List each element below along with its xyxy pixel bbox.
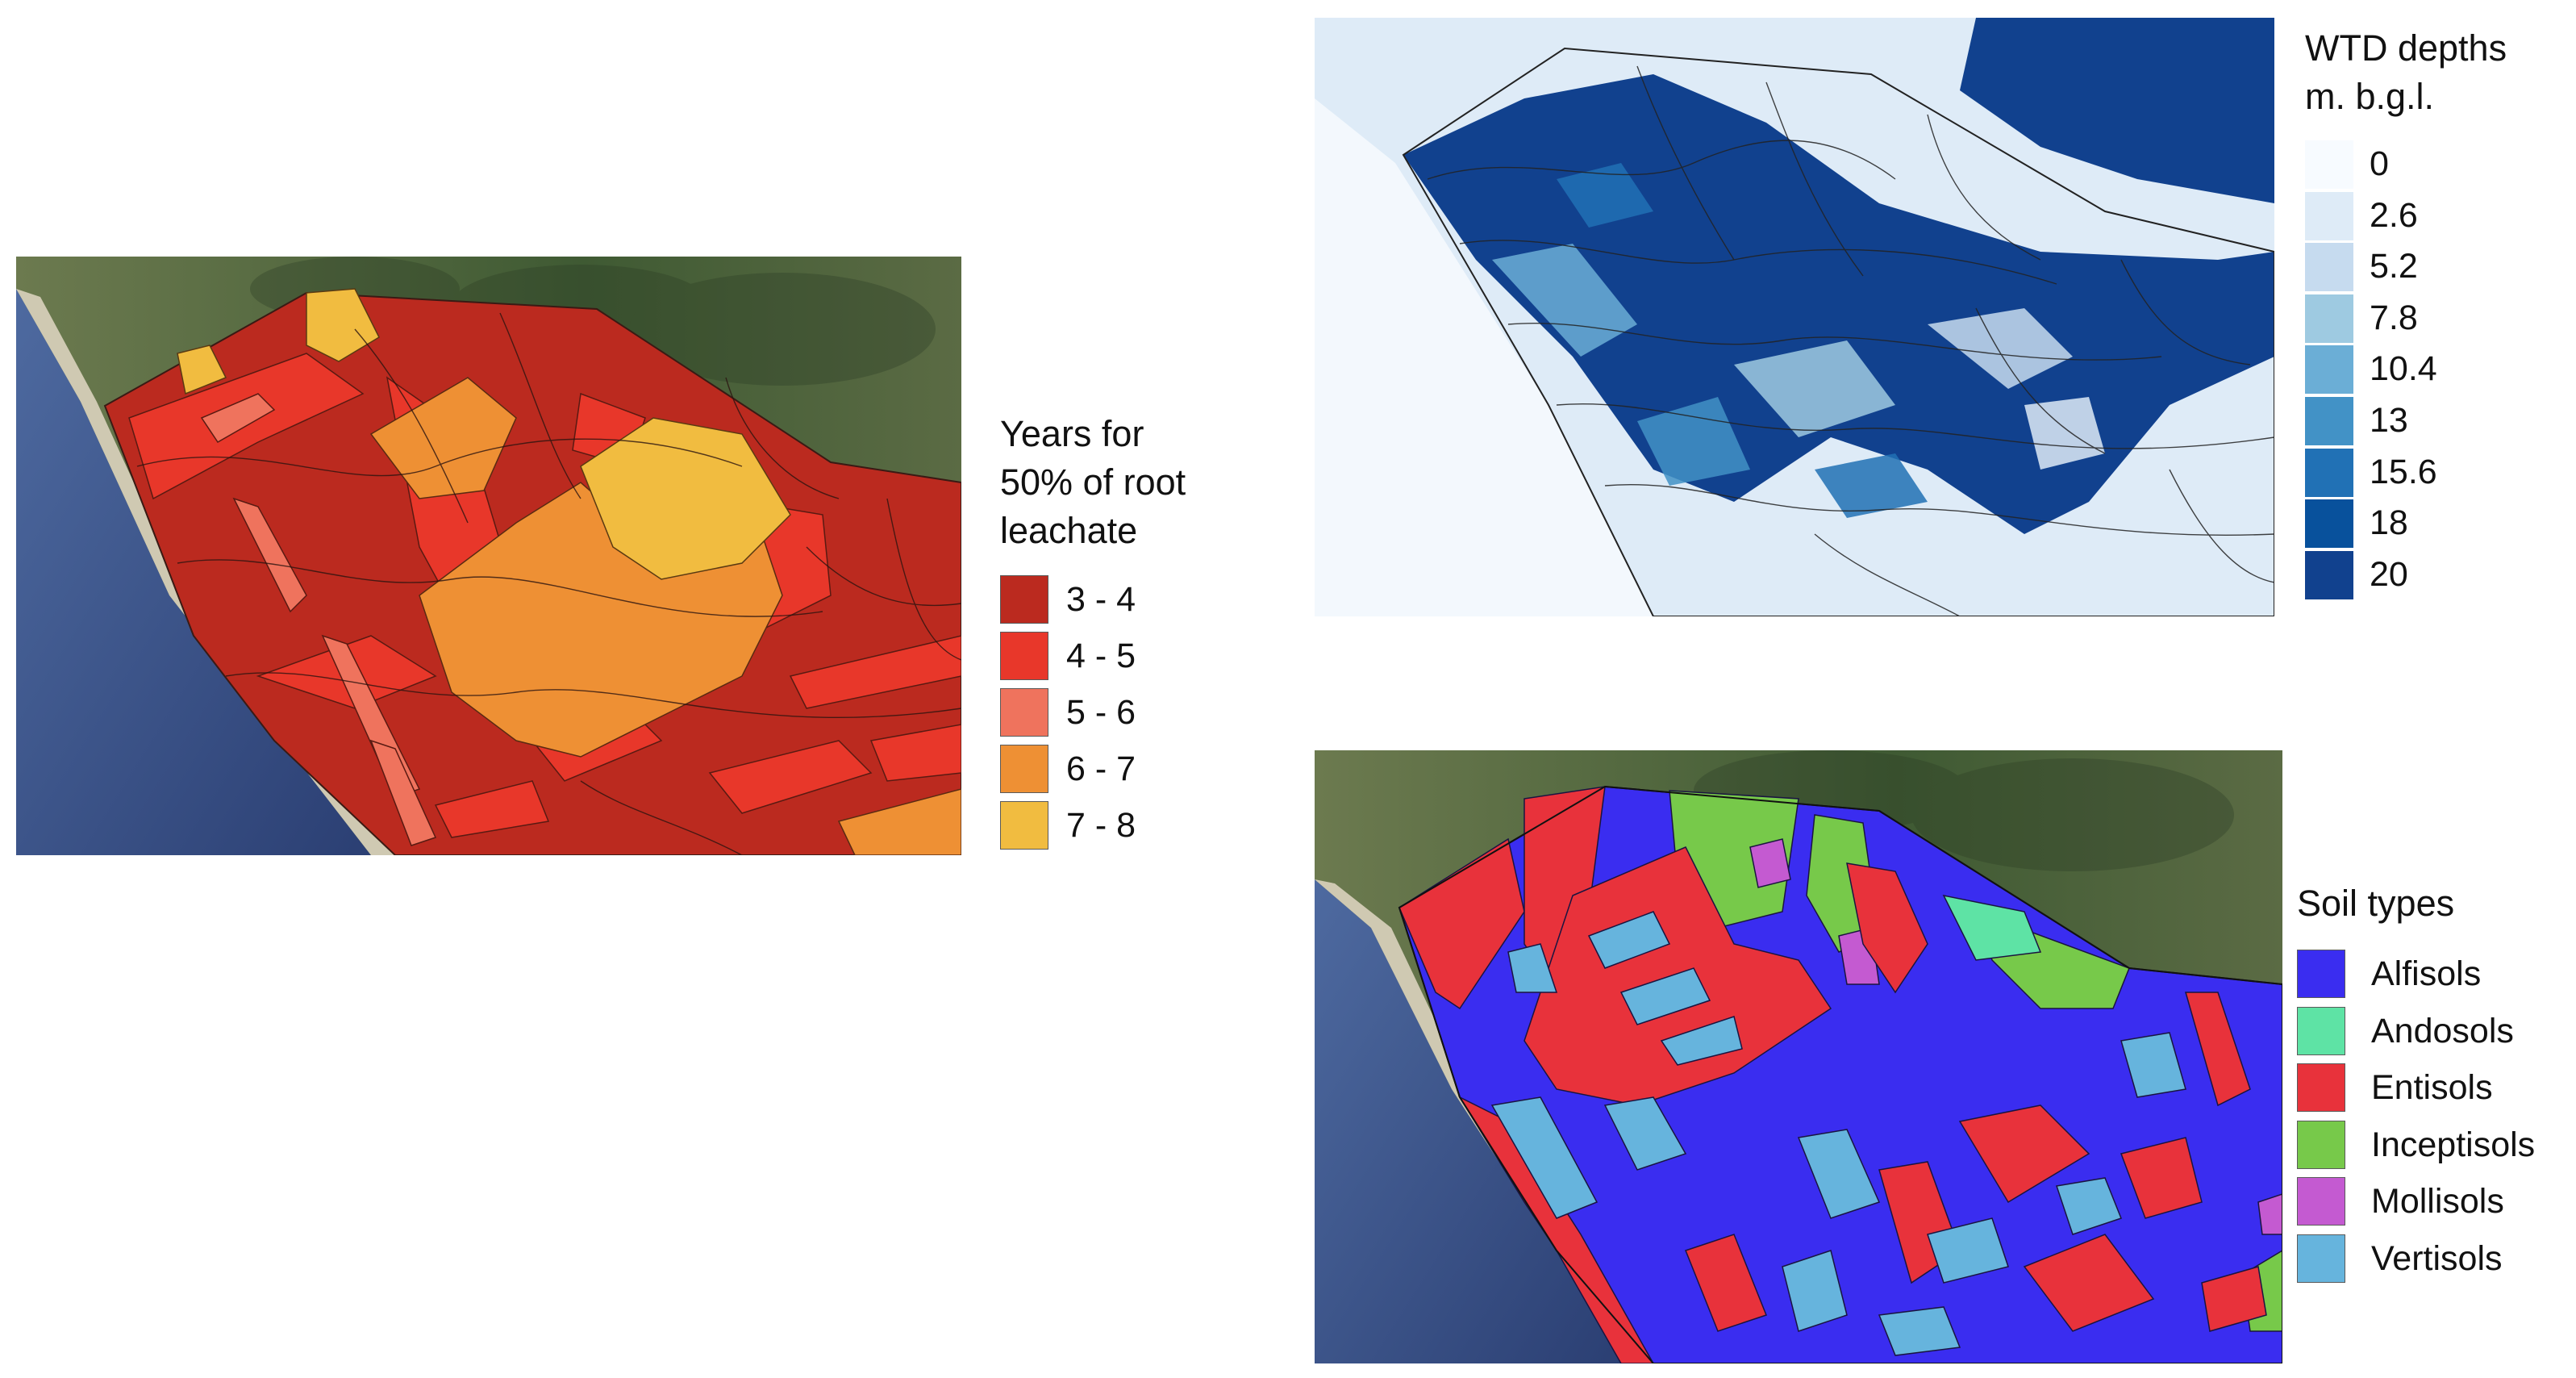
legend-label: 0	[2370, 144, 2389, 183]
soil-study-boundary	[1398, 785, 2282, 1363]
legend-label: 3 - 4	[1066, 580, 1136, 619]
legend-item: 5.2	[2305, 241, 2571, 293]
legend-title-line: Years for	[1000, 413, 1144, 454]
legend-item: Alfisols	[2297, 946, 2576, 1003]
leachate-legend-title: Years for 50% of root leachate	[1000, 410, 1242, 555]
legend-title-line: m. b.g.l.	[2305, 76, 2435, 117]
legend-swatch	[2297, 1120, 2345, 1169]
legend-item: Mollisols	[2297, 1173, 2576, 1230]
legend-item: 5 - 6	[1000, 684, 1242, 741]
wtd-study-boundary	[1402, 47, 2274, 616]
unit-boundaries	[136, 312, 961, 855]
legend-item: Entisols	[2297, 1059, 2576, 1117]
legend-swatch	[1000, 575, 1048, 624]
legend-swatch	[2297, 1006, 2345, 1055]
legend-swatch	[2305, 499, 2353, 549]
legend-item: 10.4	[2305, 344, 2571, 395]
legend-title-line: WTD depths	[2305, 27, 2507, 69]
soil-types-map	[1315, 750, 2282, 1363]
sea	[16, 289, 371, 855]
legend-label: Andosols	[2371, 1011, 2514, 1050]
legend-label: 2.6	[2370, 195, 2418, 235]
legend-item: 3 - 4	[1000, 571, 1242, 628]
legend-label: 20	[2370, 554, 2408, 594]
legend-item: 2.6	[2305, 190, 2571, 242]
legend-item: 4 - 5	[1000, 628, 1242, 684]
soil-legend: Soil types Alfisols Andosols Entisols In…	[2297, 879, 2576, 1287]
class-6-7-areas	[369, 377, 961, 855]
legend-swatch	[2305, 448, 2353, 497]
wtd-shallow-coast	[1315, 98, 1653, 616]
leachate-map	[16, 257, 961, 855]
legend-label: 5.2	[2370, 247, 2418, 286]
legend-label: 4 - 5	[1066, 637, 1136, 675]
legend-label: 7.8	[2370, 298, 2418, 337]
legend-label: 18	[2370, 503, 2408, 543]
legend-title-line: leachate	[1000, 510, 1138, 551]
legend-swatch	[2297, 1234, 2345, 1283]
legend-swatch	[2305, 243, 2353, 292]
sea	[1315, 879, 1621, 1363]
legend-label: Inceptisols	[2371, 1125, 2536, 1164]
legend-item: Inceptisols	[2297, 1117, 2576, 1174]
legend-item: 7.8	[2305, 293, 2571, 344]
legend-label: Entisols	[2371, 1068, 2493, 1107]
legend-swatch	[1000, 745, 1048, 793]
legend-label: Vertisols	[2371, 1238, 2503, 1278]
legend-swatch	[2305, 550, 2353, 599]
legend-swatch	[1000, 632, 1048, 680]
legend-item: 15.6	[2305, 447, 2571, 499]
legend-label: 7 - 8	[1066, 806, 1136, 845]
legend-label: Mollisols	[2371, 1182, 2504, 1221]
legend-item: 13	[2305, 395, 2571, 447]
wtd-unit-lines	[1427, 65, 2274, 616]
wtd-deep-northeast	[1960, 18, 2274, 203]
legend-label: 10.4	[2370, 349, 2437, 389]
class-7-8-areas	[177, 288, 791, 580]
legend-swatch	[2305, 191, 2353, 240]
wtd-depth-map	[1315, 18, 2274, 616]
legend-label: 13	[2370, 400, 2408, 440]
soil-legend-title: Soil types	[2297, 883, 2455, 924]
legend-swatch	[2305, 396, 2353, 445]
legend-title-line: 50% of root	[1000, 461, 1186, 503]
wtd-legend: WTD depths m. b.g.l. 0 2.6 5.2 7.8 10.4 …	[2305, 24, 2571, 600]
legend-swatch	[2305, 140, 2353, 189]
legend-label: 6 - 7	[1066, 750, 1136, 788]
legend-item: 18	[2305, 498, 2571, 549]
legend-label: 15.6	[2370, 452, 2437, 491]
vertisols-areas	[1490, 911, 2186, 1356]
legend-swatch	[2297, 950, 2345, 998]
legend-swatch	[1000, 688, 1048, 737]
beach	[16, 289, 395, 855]
wtd-legend-title: WTD depths m. b.g.l.	[2305, 24, 2571, 121]
legend-item: 6 - 7	[1000, 741, 1242, 797]
legend-item: 20	[2305, 549, 2571, 601]
legend-label: Alfisols	[2371, 954, 2482, 993]
legend-item: 7 - 8	[1000, 797, 1242, 854]
legend-item: Vertisols	[2297, 1230, 2576, 1288]
legend-swatch	[2297, 1177, 2345, 1226]
legend-swatch	[1000, 801, 1048, 850]
legend-swatch	[2305, 345, 2353, 395]
legend-swatch	[2305, 294, 2353, 343]
legend-swatch	[2297, 1063, 2345, 1112]
leachate-legend: Years for 50% of root leachate 3 - 4 4 -…	[1000, 410, 1242, 854]
legend-item: 0	[2305, 139, 2571, 190]
legend-item: Andosols	[2297, 1003, 2576, 1060]
legend-label: 5 - 6	[1066, 693, 1136, 732]
